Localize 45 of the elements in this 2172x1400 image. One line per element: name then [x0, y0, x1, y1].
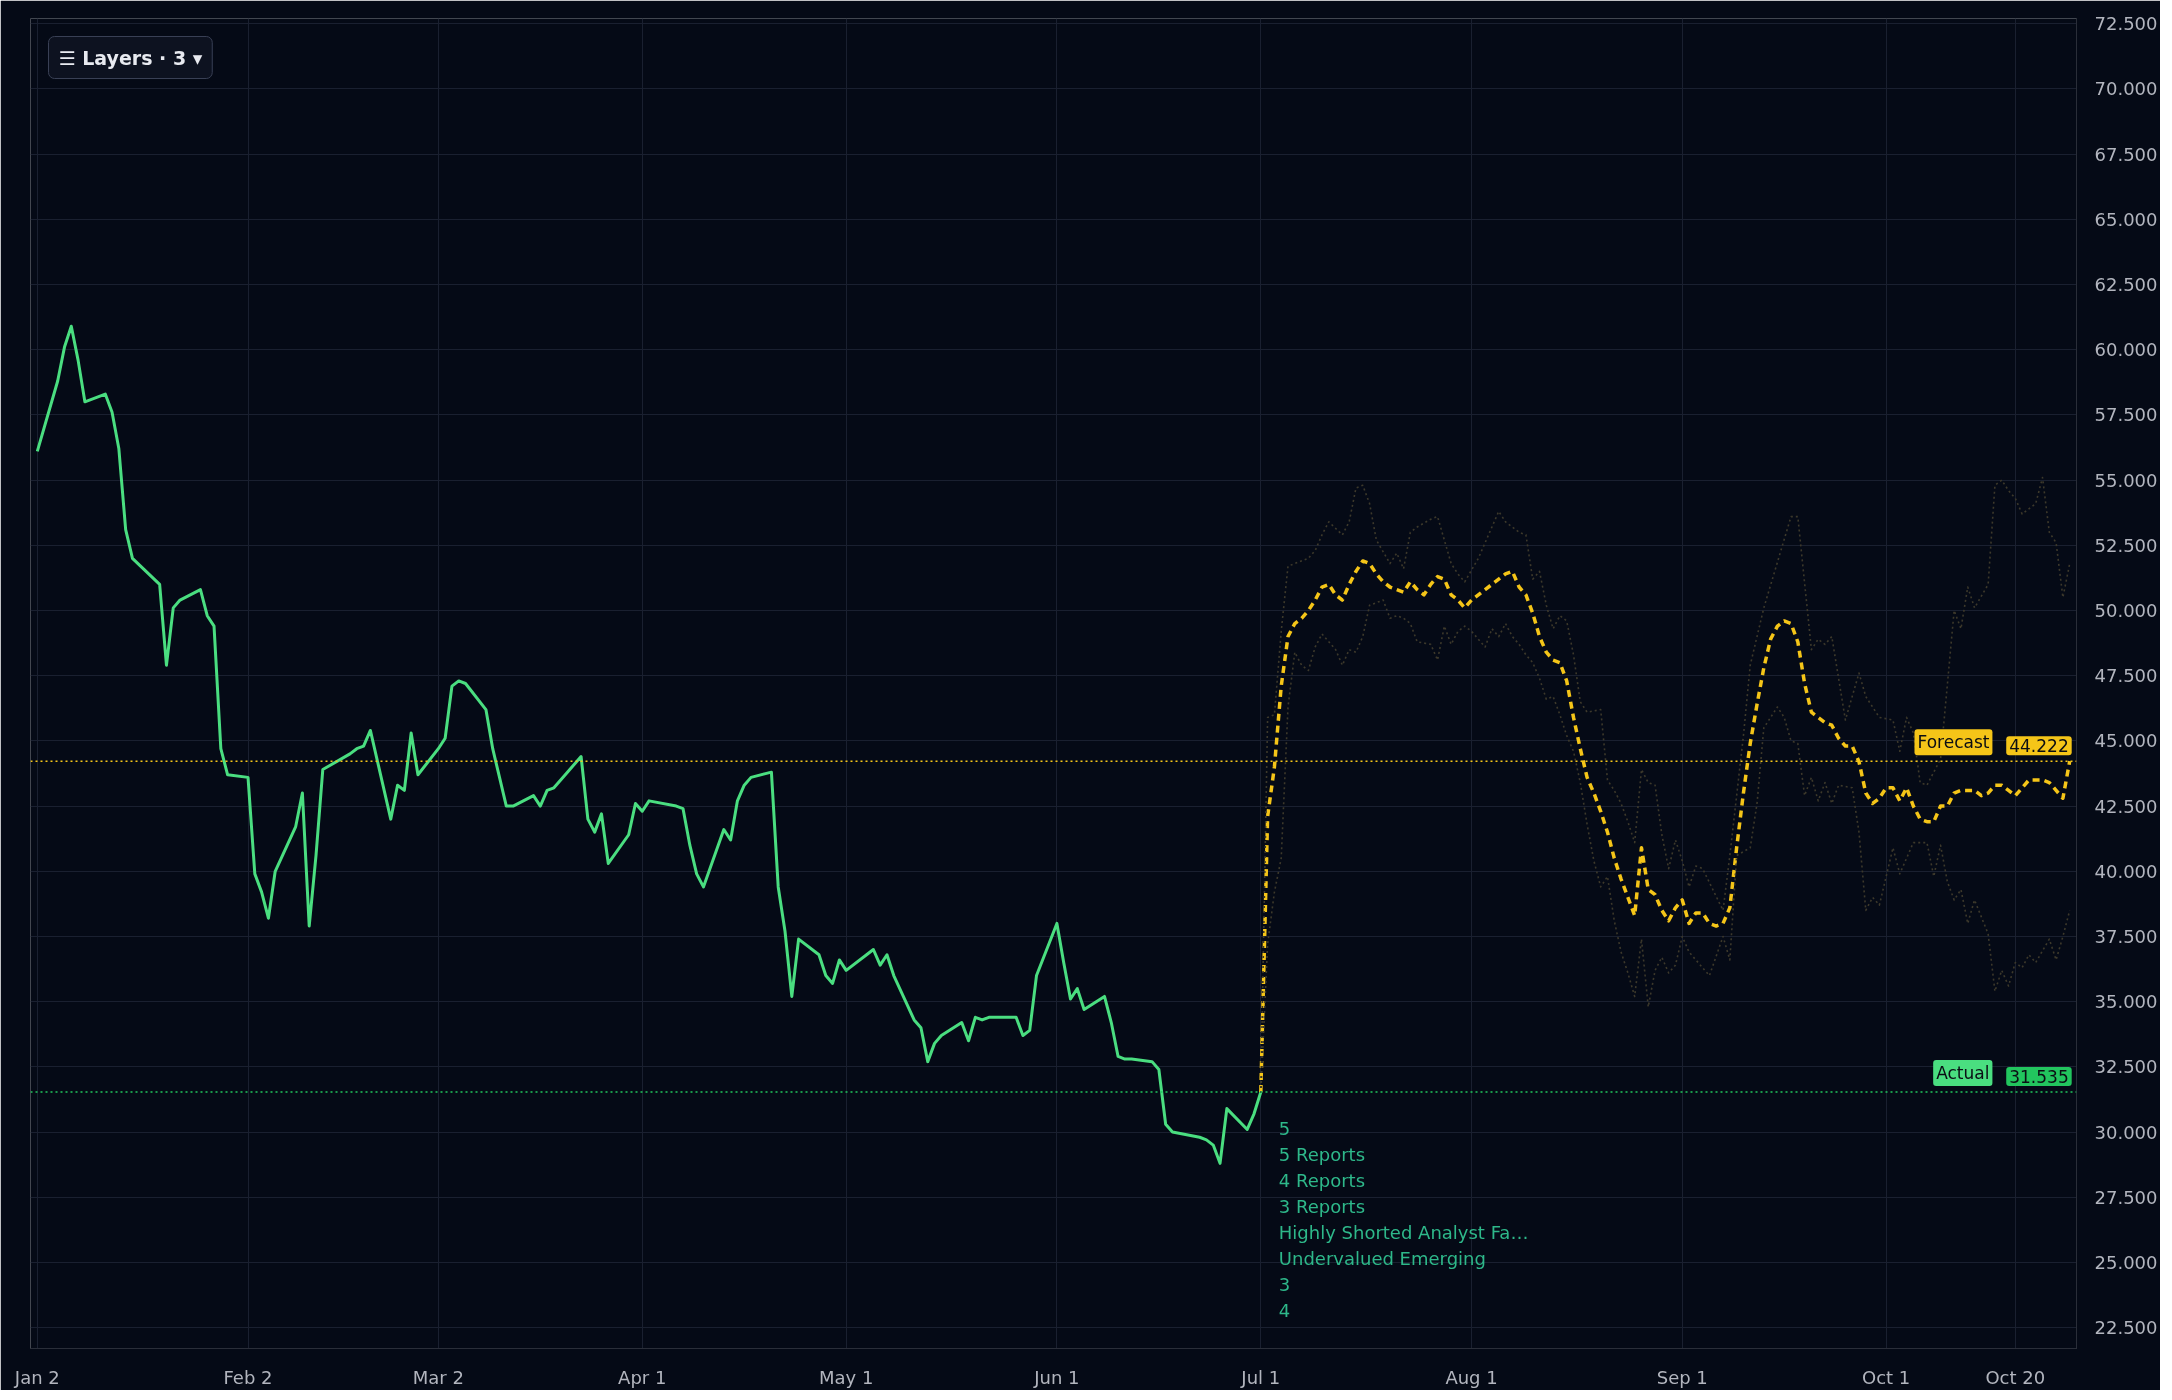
y-tick-label: 37.500 [2094, 925, 2158, 947]
x-tick-label: May 1 [818, 1366, 874, 1388]
annotation: 4 [1278, 1299, 1291, 1321]
y-tick-label: 42.500 [2094, 795, 2158, 817]
y-tick-label: 67.500 [2094, 143, 2158, 165]
x-tick-label: Oct 1 [1862, 1366, 1911, 1388]
x-tick-label: Jun 1 [1033, 1366, 1080, 1388]
text: Actual [1936, 1063, 1990, 1084]
x-tick-label: Jul 1 [1240, 1366, 1281, 1388]
annotation: Undervalued Emerging [1278, 1247, 1486, 1269]
x-tick-label: Sep 1 [1656, 1366, 1708, 1388]
y-tick-label: 70.000 [2094, 78, 2158, 100]
annotation: 44.222 [2009, 736, 2069, 757]
y-tick-label: 30.000 [2094, 1121, 2158, 1143]
y-tick-label: 60.000 [2094, 339, 2158, 361]
y-tick-label: 50.000 [2094, 599, 2158, 621]
y-tick-label: 62.500 [2094, 274, 2158, 295]
annotation: 3 [1278, 1273, 1291, 1295]
y-tick-label: 72.500 [2094, 13, 2158, 35]
x-tick-label: Jan 2 [13, 1366, 60, 1388]
annotation: 5 Reports [1278, 1143, 1366, 1165]
annotation: 31.535 [2009, 1067, 2069, 1088]
legend-label: Forecast [1917, 732, 1990, 753]
annotation: 5 [1278, 1117, 1291, 1139]
y-tick-label: 55.000 [2094, 469, 2158, 491]
annotation: 4 Reports [1278, 1169, 1366, 1191]
y-tick-label: 57.500 [2094, 404, 2158, 426]
x-tick-label: Apr 1 [618, 1366, 667, 1388]
y-tick-label: 22.500 [2094, 1317, 2158, 1339]
annotation: 3 Reports [1278, 1195, 1366, 1217]
x-tick-label: Feb 2 [223, 1366, 273, 1388]
y-tick-label: 35.000 [2094, 991, 2158, 1013]
y-tick-label: 47.500 [2094, 665, 2158, 687]
x-tick-label: Mar 2 [412, 1366, 464, 1388]
y-tick-label: 40.000 [2094, 860, 2158, 882]
annotation: ☰ Layers · 3 ▾ [58, 46, 203, 69]
y-tick-label: 25.000 [2094, 1251, 2158, 1273]
y-tick-label: 32.500 [2094, 1056, 2158, 1078]
x-tick-label: Oct 20 [1985, 1366, 2046, 1388]
annotation: Highly Shorted Analyst Fa… [1278, 1221, 1529, 1243]
y-tick-label: 65.000 [2094, 208, 2158, 230]
x-tick-label: Aug 1 [1445, 1366, 1498, 1388]
y-tick-label: 45.000 [2094, 730, 2158, 752]
y-tick-label: 27.500 [2094, 1186, 2158, 1208]
y-tick-label: 52.500 [2094, 534, 2158, 556]
